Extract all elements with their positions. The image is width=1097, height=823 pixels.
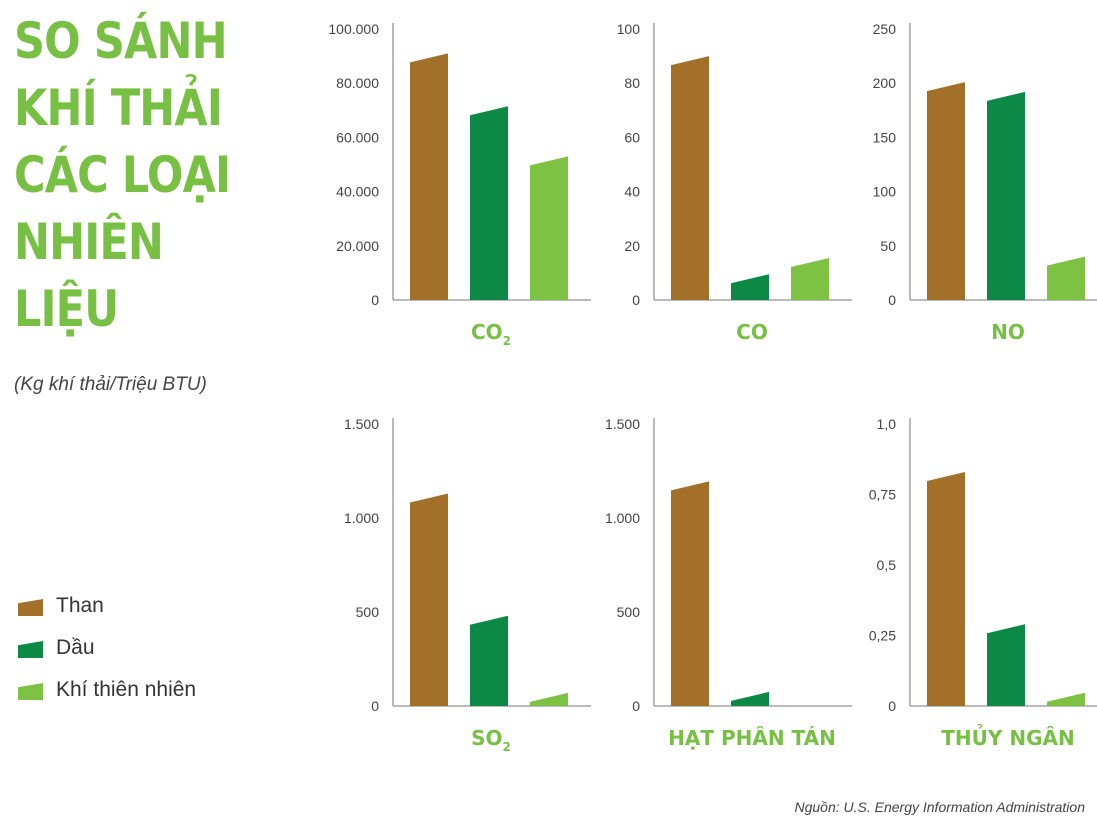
legend-swatch-oil — [18, 641, 43, 658]
chart-title: SO2 — [471, 726, 511, 754]
chart-title-subscript: 2 — [503, 334, 511, 348]
title-line: SO SÁNH — [14, 12, 228, 70]
y-tick-label: 60 — [624, 129, 640, 145]
legend-label-natural-gas: Khí thiên nhiên — [56, 678, 197, 701]
title-line: KHÍ THẢI — [14, 79, 223, 137]
y-tick-label: 100 — [873, 184, 897, 200]
y-tick-label: 0,75 — [869, 487, 896, 503]
bar-oil — [987, 624, 1025, 706]
legend-swatch-coal — [18, 599, 43, 616]
bar-coal — [927, 471, 965, 706]
y-tick-label: 1.000 — [605, 510, 640, 526]
chart-title-subscript: 2 — [503, 740, 511, 754]
y-tick-label: 20.000 — [336, 238, 379, 254]
legend-swatch-natural-gas — [18, 683, 43, 700]
bar-chart: 0 20 40 60 80 100 CO — [617, 21, 852, 344]
bar-coal — [671, 481, 709, 706]
units-subtitle: (Kg khí thải/Triệu BTU) — [14, 374, 207, 395]
legend-label-oil: Dầu — [56, 636, 95, 659]
title-line: CÁC LOẠI — [14, 146, 231, 204]
y-tick-label: 150 — [873, 129, 897, 145]
y-tick-label: 1.500 — [605, 416, 640, 432]
y-tick-label: 50 — [880, 238, 896, 254]
y-tick-label: 0 — [888, 698, 896, 714]
chart-title: NO — [991, 320, 1025, 344]
bar-oil — [470, 106, 508, 300]
bar-chart: 0 20.000 40.000 60.000 80.000 100.000 CO2 — [328, 21, 591, 348]
bar-oil — [987, 91, 1025, 300]
y-tick-label: 80 — [624, 75, 640, 91]
page-title: SO SÁNH KHÍ THẢI CÁC LOẠI NHIÊN LIỆU — [14, 8, 304, 343]
y-tick-label: 0 — [888, 292, 896, 308]
bar-natural-gas — [530, 692, 568, 706]
y-tick-label: 100.000 — [328, 21, 379, 37]
y-tick-label: 0 — [371, 698, 379, 714]
y-tick-label: 0 — [632, 698, 640, 714]
chart-title: HẠT PHÂN TÁN — [668, 726, 836, 750]
y-tick-label: 500 — [356, 604, 380, 620]
y-tick-label: 1.500 — [344, 416, 379, 432]
title-line: LIỆU — [14, 280, 119, 338]
legend-label-coal: Than — [56, 594, 104, 617]
bar-chart: 0 0,25 0,5 0,75 1,0 THỦY NGÂN — [869, 416, 1097, 750]
bar-chart: 0 500 1.000 1.500 SO2 — [344, 416, 591, 754]
y-tick-label: 500 — [617, 604, 641, 620]
y-tick-label: 1.000 — [344, 510, 379, 526]
bar-natural-gas — [1047, 256, 1085, 300]
y-tick-label: 80.000 — [336, 75, 379, 91]
y-tick-label: 60.000 — [336, 129, 379, 145]
bar-oil — [470, 615, 508, 706]
y-tick-label: 0 — [371, 292, 379, 308]
y-tick-label: 0 — [632, 292, 640, 308]
bar-natural-gas — [791, 257, 829, 300]
y-tick-label: 40.000 — [336, 184, 379, 200]
title-line: NHIÊN — [14, 213, 164, 271]
bar-coal — [671, 56, 709, 300]
chart-title: CO2 — [471, 320, 511, 348]
y-tick-label: 200 — [873, 75, 897, 91]
y-tick-label: 40 — [624, 184, 640, 200]
y-tick-label: 20 — [624, 238, 640, 254]
y-tick-label: 0,5 — [877, 557, 897, 573]
bar-coal — [927, 82, 965, 300]
bar-coal — [410, 493, 448, 706]
y-tick-label: 250 — [873, 21, 897, 37]
bar-oil — [731, 274, 769, 300]
y-tick-label: 1,0 — [877, 416, 897, 432]
bar-natural-gas — [1047, 692, 1085, 706]
bar-natural-gas — [530, 156, 568, 300]
chart-title: THỦY NGÂN — [941, 725, 1074, 750]
y-tick-label: 100 — [617, 21, 641, 37]
y-tick-label: 0,25 — [869, 628, 896, 644]
bar-chart: 0 50 100 150 200 250 NO — [873, 21, 1097, 344]
chart-title: CO — [736, 320, 768, 344]
bar-coal — [410, 53, 448, 300]
bar-oil — [731, 691, 769, 706]
source-note: Nguồn: U.S. Energy Information Administr… — [794, 799, 1085, 815]
bar-chart: 0 500 1.000 1.500 HẠT PHÂN TÁN — [605, 416, 852, 750]
